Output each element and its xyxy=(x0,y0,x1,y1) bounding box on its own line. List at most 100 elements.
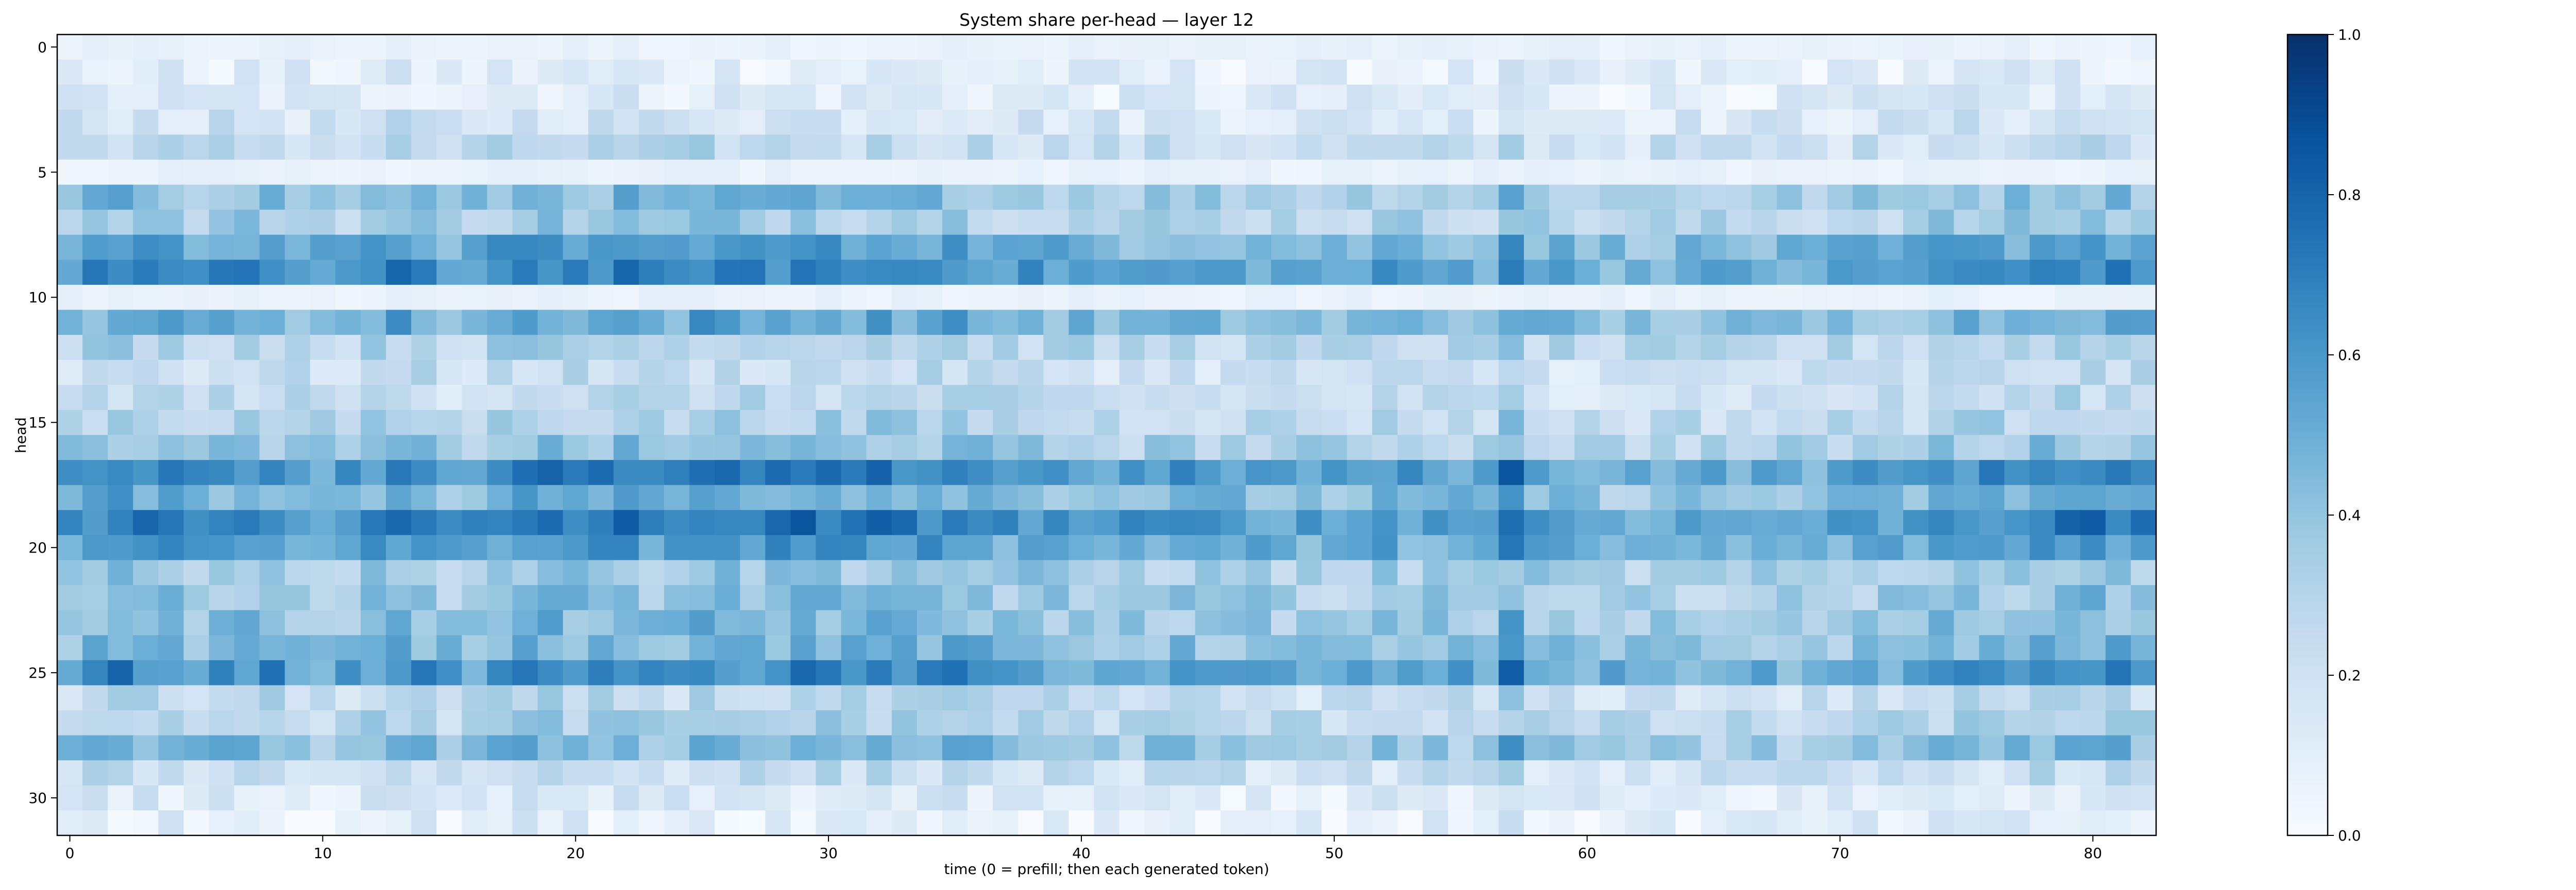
heatmap-cell xyxy=(386,184,412,210)
heatmap-cell xyxy=(361,810,386,836)
heatmap-cell xyxy=(487,560,513,586)
heatmap-cell xyxy=(1802,159,1828,185)
heatmap-cell xyxy=(1625,184,1651,210)
heatmap-cell xyxy=(1549,685,1575,711)
heatmap-cell xyxy=(1043,785,1069,811)
heatmap-cell xyxy=(942,284,968,311)
heatmap-cell xyxy=(613,485,639,510)
heatmap-cell xyxy=(1751,210,1777,235)
heatmap-cell xyxy=(1776,260,1803,285)
heatmap-cell xyxy=(1448,735,1474,761)
heatmap-cell xyxy=(361,409,386,436)
heatmap-cell xyxy=(1422,810,1449,836)
heatmap-cell xyxy=(790,660,817,686)
heatmap-cell xyxy=(310,360,336,385)
heatmap-cell xyxy=(1296,460,1322,486)
heatmap-cell xyxy=(335,585,361,611)
heatmap-cell xyxy=(411,385,437,410)
heatmap-cell xyxy=(1372,485,1398,510)
heatmap-cell xyxy=(1372,84,1398,110)
heatmap-cell xyxy=(2029,810,2056,836)
heatmap-cell xyxy=(638,660,665,686)
heatmap-cell xyxy=(1625,785,1651,811)
heatmap-cell xyxy=(993,35,1019,60)
heatmap-cell xyxy=(1600,585,1625,611)
heatmap-cell xyxy=(82,335,108,361)
heatmap-cell xyxy=(740,485,766,510)
heatmap-cell xyxy=(361,335,386,361)
heatmap-cell xyxy=(1625,385,1651,410)
heatmap-cell xyxy=(183,610,210,636)
heatmap-cell xyxy=(411,710,437,736)
heatmap-cell xyxy=(1852,635,1878,661)
heatmap-cell xyxy=(1018,284,1044,311)
heatmap-cell xyxy=(361,760,386,786)
heatmap-cell xyxy=(158,234,184,260)
heatmap-cell xyxy=(917,610,943,636)
heatmap-cell xyxy=(1195,184,1221,210)
heatmap-cell xyxy=(462,710,488,736)
heatmap-cell xyxy=(993,210,1019,235)
heatmap-cell xyxy=(715,610,740,636)
heatmap-cell xyxy=(2080,210,2106,235)
heatmap-cell xyxy=(1043,560,1069,586)
heatmap-cell xyxy=(993,409,1019,436)
heatmap-cell xyxy=(57,310,83,335)
heatmap-cell xyxy=(209,210,235,235)
heatmap-cell xyxy=(234,159,260,185)
heatmap-cell xyxy=(234,785,260,811)
heatmap-cell xyxy=(57,335,83,361)
heatmap-cell xyxy=(1448,35,1474,60)
heatmap-cell xyxy=(259,360,285,385)
heatmap-cell xyxy=(487,35,513,60)
heatmap-cell xyxy=(891,210,918,235)
heatmap-cell xyxy=(1625,284,1651,311)
heatmap-cell xyxy=(968,535,993,561)
heatmap-cell xyxy=(2130,635,2157,661)
heatmap-cell xyxy=(234,460,260,486)
heatmap-cell xyxy=(2029,660,2056,686)
heatmap-cell xyxy=(2105,485,2131,510)
heatmap-cell xyxy=(2080,184,2106,210)
heatmap-cell xyxy=(1094,109,1120,135)
heatmap-cell xyxy=(1498,260,1524,285)
heatmap-cell xyxy=(512,260,538,285)
heatmap-cell xyxy=(234,710,260,736)
heatmap-cell xyxy=(968,510,993,536)
heatmap-cell xyxy=(1220,635,1246,661)
heatmap-cell xyxy=(1245,159,1272,185)
heatmap-cell xyxy=(1802,735,1828,761)
heatmap-cell xyxy=(866,585,892,611)
heatmap-cell xyxy=(740,409,766,436)
heatmap-cell xyxy=(1069,109,1095,135)
heatmap-cell xyxy=(2105,385,2131,410)
heatmap-cell xyxy=(866,159,892,185)
heatmap-cell xyxy=(1397,409,1423,436)
heatmap-cell xyxy=(1751,685,1777,711)
heatmap-cell xyxy=(512,585,538,611)
heatmap-cell xyxy=(1498,735,1524,761)
heatmap-cell xyxy=(1549,510,1575,536)
heatmap-cell xyxy=(1397,685,1423,711)
heatmap-cell xyxy=(638,234,665,260)
heatmap-cell xyxy=(664,109,690,135)
heatmap-cell xyxy=(942,560,968,586)
heatmap-cell xyxy=(1827,535,1853,561)
heatmap-cell xyxy=(234,210,260,235)
heatmap-cell xyxy=(209,685,235,711)
heatmap-cell xyxy=(790,460,817,486)
heatmap-cell xyxy=(715,210,740,235)
heatmap-cell xyxy=(588,310,614,335)
heatmap-cell xyxy=(2080,284,2106,311)
heatmap-cell xyxy=(613,35,639,60)
heatmap-cell xyxy=(1119,560,1145,586)
heatmap-cell xyxy=(841,610,867,636)
heatmap-cell xyxy=(563,409,589,436)
heatmap-cell xyxy=(1751,159,1777,185)
heatmap-cell xyxy=(1625,134,1651,160)
heatmap-cell xyxy=(2105,35,2131,60)
heatmap-cell xyxy=(57,184,83,210)
heatmap-cell xyxy=(588,735,614,761)
heatmap-cell xyxy=(1069,785,1095,811)
heatmap-cell xyxy=(1144,35,1171,60)
